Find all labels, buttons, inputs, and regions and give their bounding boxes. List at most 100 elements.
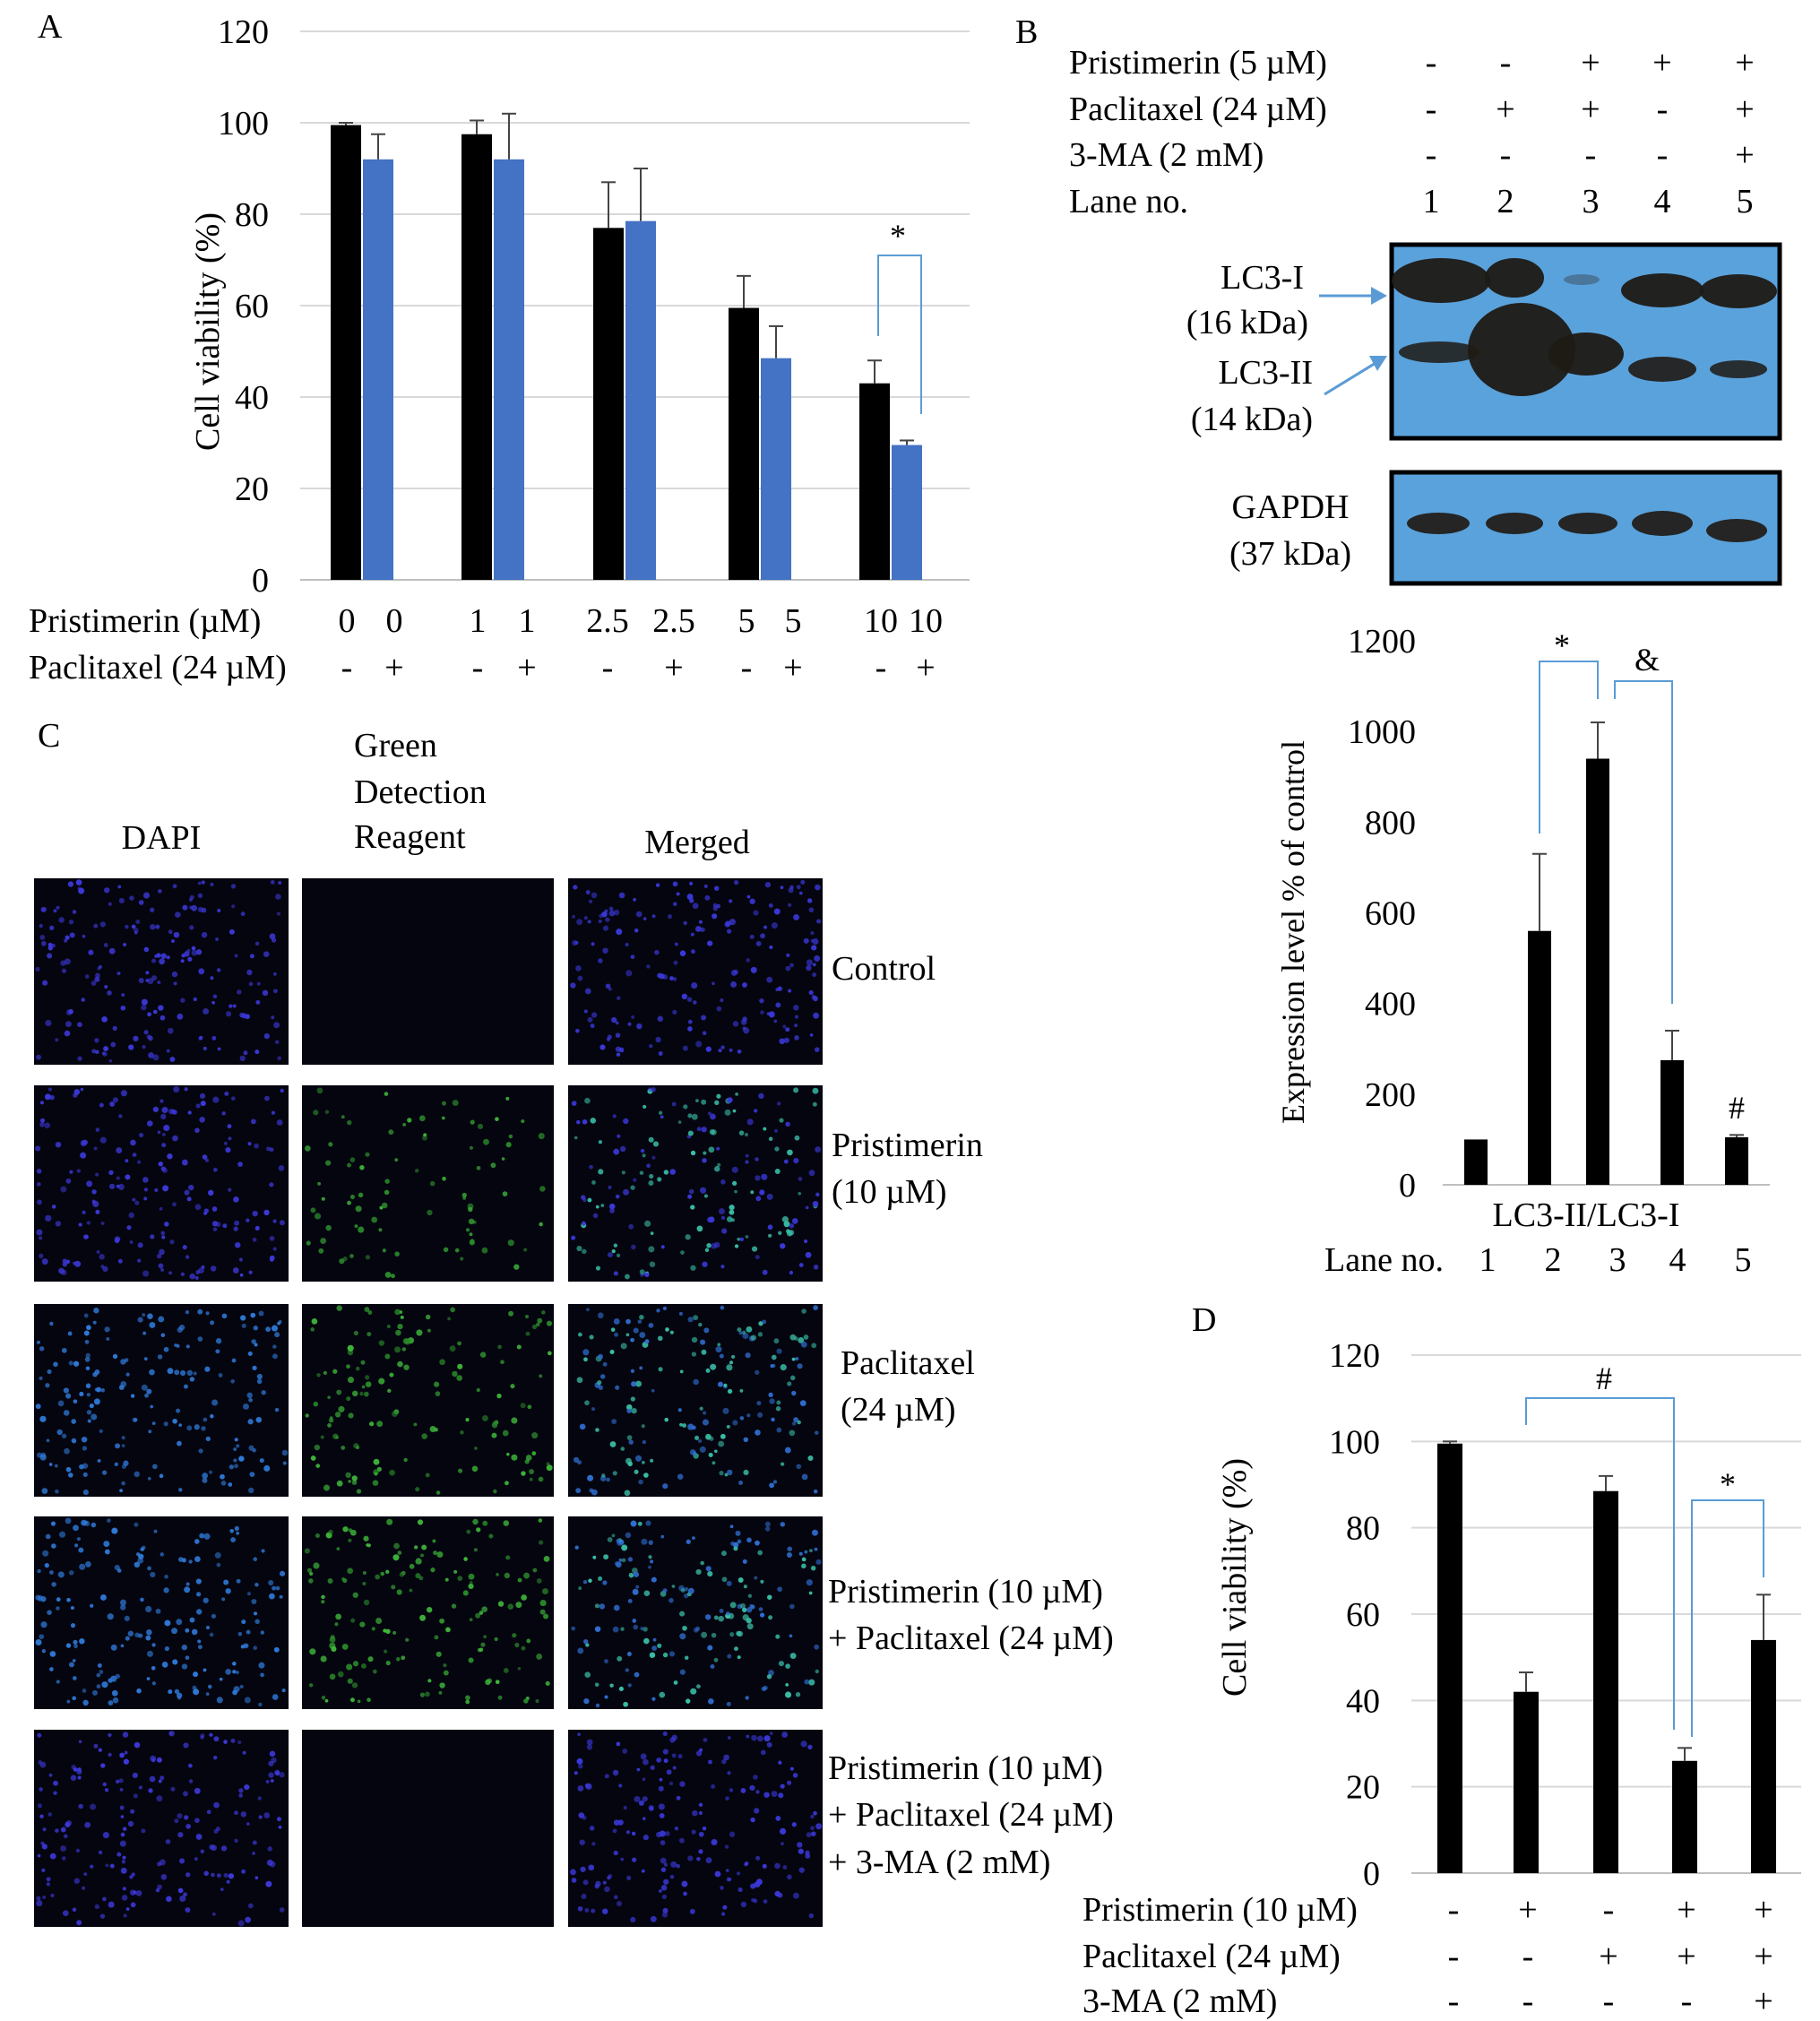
- cell-nucleus: [757, 1550, 763, 1556]
- cell-nucleus: [200, 1733, 205, 1739]
- cell-nucleus: [496, 1393, 502, 1399]
- cell-nucleus: [216, 1873, 221, 1878]
- cell-nucleus: [755, 1429, 761, 1436]
- panel-a-bar-pristimerin-10: [859, 383, 890, 580]
- cell-nucleus: [35, 1639, 42, 1645]
- panel-b-letter: B: [1015, 13, 1038, 51]
- cell-nucleus: [628, 1572, 634, 1578]
- cell-nucleus: [583, 1357, 588, 1362]
- panel-d-condition-value: -: [1448, 1982, 1460, 2020]
- cell-nucleus: [58, 917, 65, 923]
- cell-nucleus: [811, 1831, 816, 1836]
- cell-nucleus: [159, 1206, 163, 1211]
- cell-nucleus: [384, 1272, 392, 1278]
- cell-nucleus: [271, 1325, 279, 1332]
- cell-nucleus: [228, 1136, 232, 1141]
- cell-nucleus: [352, 1592, 358, 1598]
- cell-nucleus: [95, 1172, 99, 1177]
- cell-nucleus: [414, 1169, 419, 1173]
- cell-nucleus: [203, 1046, 207, 1051]
- cell-nucleus: [174, 1343, 177, 1347]
- cell-nucleus: [668, 976, 674, 981]
- cell-nucleus: [166, 1896, 172, 1903]
- cell-nucleus: [99, 921, 107, 928]
- cell-nucleus: [617, 996, 621, 1001]
- cell-nucleus: [702, 1031, 707, 1035]
- cell-nucleus: [151, 1665, 156, 1671]
- cell-nucleus: [798, 1848, 804, 1854]
- cell-nucleus: [64, 1447, 70, 1455]
- cell-nucleus: [187, 1184, 194, 1191]
- cell-nucleus: [77, 1056, 82, 1061]
- cell-nucleus: [194, 1787, 201, 1794]
- cell-nucleus: [582, 1118, 588, 1125]
- cell-nucleus: [349, 1194, 356, 1200]
- cell-nucleus: [135, 920, 141, 925]
- cell-nucleus: [658, 1051, 663, 1056]
- cell-nucleus: [191, 949, 198, 956]
- cell-nucleus: [72, 1907, 77, 1913]
- cell-nucleus: [258, 1310, 264, 1317]
- panel-b-bar-lane-2: [1528, 930, 1551, 1185]
- cell-nucleus: [584, 1400, 590, 1406]
- cell-nucleus: [815, 1669, 819, 1674]
- cell-nucleus: [281, 1449, 289, 1456]
- cell-nucleus: [104, 985, 108, 989]
- cell-nucleus: [125, 1907, 130, 1912]
- cell-nucleus: [573, 885, 578, 890]
- cell-nucleus: [609, 1683, 614, 1688]
- cell-nucleus: [358, 1226, 365, 1233]
- cell-nucleus: [679, 1369, 684, 1374]
- cell-nucleus: [94, 1038, 99, 1043]
- cell-nucleus: [103, 943, 108, 947]
- cell-nucleus: [73, 1878, 81, 1884]
- cell-nucleus: [180, 1369, 186, 1377]
- cell-nucleus: [616, 1253, 621, 1257]
- panel-a-paclitaxel-row-label: Paclitaxel (24 µM): [29, 649, 287, 687]
- cell-nucleus: [157, 980, 161, 985]
- cell-nucleus: [132, 1772, 138, 1779]
- cell-nucleus: [202, 1477, 208, 1483]
- cell-nucleus: [117, 885, 122, 889]
- cell-nucleus: [39, 924, 43, 928]
- panel-a-pristimerin-value: 10: [909, 602, 943, 640]
- cell-nucleus: [177, 1440, 182, 1447]
- cell-nucleus: [349, 1254, 354, 1258]
- cell-nucleus: [220, 1481, 227, 1486]
- lc3-i-band-lane-2: [1485, 258, 1544, 298]
- lc3-i-band-lane-3: [1564, 274, 1600, 285]
- cell-nucleus: [125, 1636, 130, 1641]
- cell-nucleus: [494, 1637, 498, 1642]
- cell-nucleus: [65, 1821, 71, 1827]
- cell-nucleus: [805, 1850, 810, 1856]
- cell-nucleus: [202, 1154, 208, 1160]
- cell-nucleus: [418, 1115, 426, 1122]
- cell-nucleus: [42, 980, 48, 986]
- cell-nucleus: [577, 975, 583, 981]
- cell-nucleus: [570, 982, 576, 989]
- cell-nucleus: [767, 1594, 772, 1600]
- cell-nucleus: [436, 1651, 442, 1657]
- cell-nucleus: [717, 1162, 721, 1167]
- cell-nucleus: [415, 1487, 420, 1492]
- cell-nucleus: [755, 940, 762, 946]
- cell-nucleus: [75, 1848, 81, 1853]
- cell-nucleus: [745, 1696, 749, 1700]
- cell-nucleus: [161, 1132, 166, 1136]
- cell-nucleus: [205, 1692, 210, 1696]
- cell-nucleus: [183, 1791, 188, 1797]
- cell-nucleus: [147, 1477, 151, 1481]
- cell-nucleus: [648, 1540, 653, 1545]
- cell-nucleus: [65, 1021, 72, 1028]
- cell-nucleus: [662, 1731, 668, 1737]
- cell-nucleus: [160, 1231, 166, 1236]
- cell-nucleus: [210, 976, 214, 980]
- cell-nucleus: [252, 1852, 255, 1855]
- cell-nucleus: [349, 1529, 357, 1536]
- cell-nucleus: [221, 1597, 226, 1602]
- cell-nucleus: [308, 1683, 314, 1688]
- cell-nucleus: [341, 1115, 345, 1119]
- cell-nucleus: [320, 1655, 327, 1663]
- cell-nucleus: [439, 1682, 445, 1688]
- cell-nucleus: [579, 1423, 586, 1430]
